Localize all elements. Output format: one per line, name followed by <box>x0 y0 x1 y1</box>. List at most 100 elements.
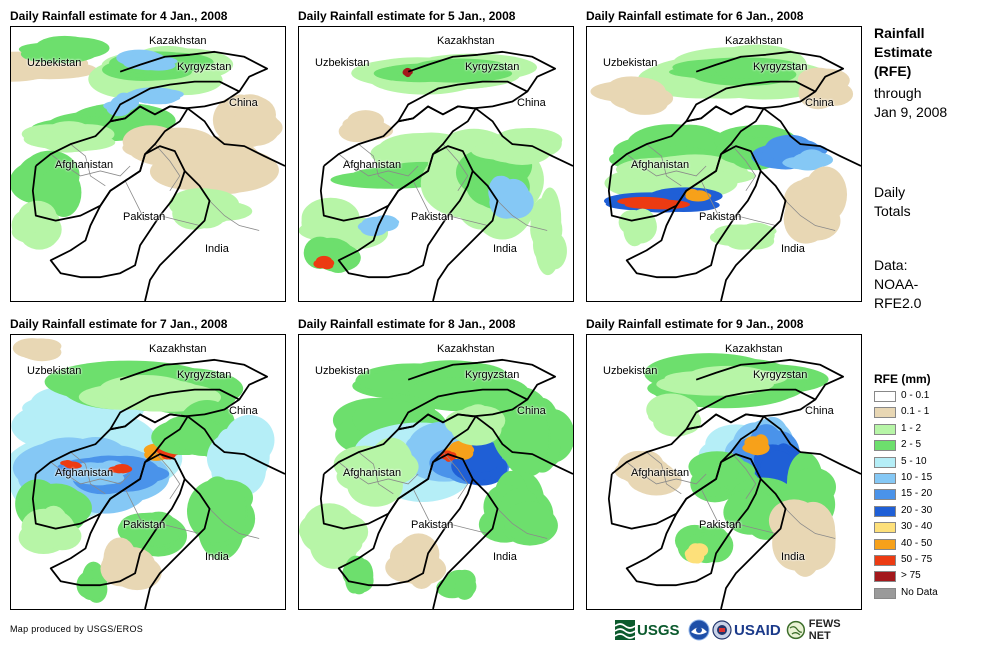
panel-title-jan8: Daily Rainfall estimate for 8 Jan., 2008 <box>298 317 516 331</box>
side-data-line: Data: <box>874 257 908 273</box>
country-label-kazakhstan: Kazakhstan <box>437 343 495 355</box>
country-label-afghanistan: Afghanistan <box>55 159 114 171</box>
country-label-kyrgyzstan: Kyrgyzstan <box>465 61 520 73</box>
legend-label: 0.1 - 1 <box>901 406 930 418</box>
usgs-logo-icon <box>615 620 635 640</box>
seal-icon <box>712 620 732 640</box>
legend-swatch <box>874 440 896 452</box>
legend-swatch <box>874 554 896 566</box>
legend-label: 2 - 5 <box>901 439 922 451</box>
rainfall-map-jan5: Kazakhstan Uzbekistan Kyrgyzstan China Afgha… <box>298 26 574 302</box>
country-label-china: China <box>805 97 834 109</box>
side-title-line: Estimate <box>874 44 933 60</box>
panel-title-jan5: Daily Rainfall estimate for 5 Jan., 2008 <box>298 9 516 23</box>
dos-seal <box>712 617 732 643</box>
side-title: Rainfall Estimate (RFE) <box>874 24 932 81</box>
rainfall-map-jan4: Kazakhstan Uzbekistan Kyrgyzstan China Afgha… <box>10 26 286 302</box>
country-label-kazakhstan: Kazakhstan <box>725 343 783 355</box>
rainfall-map-jan7: Kazakhstan Uzbekistan Kyrgyzstan China Afgha… <box>10 334 286 610</box>
rainfall-raster <box>11 338 285 609</box>
country-label-kazakhstan: Kazakhstan <box>149 35 207 47</box>
noaa-logo-icon <box>688 619 710 641</box>
side-subtitle-line: Jan 9, 2008 <box>874 104 948 120</box>
fews-globe-icon <box>786 620 806 640</box>
country-label-india: India <box>781 243 805 255</box>
rainfall-map-jan8: Kazakhstan Uzbekistan Kyrgyzstan China Afgha… <box>298 334 574 610</box>
country-label-india: India <box>205 243 229 255</box>
noaa-logo <box>688 617 710 643</box>
panel-title-jan7: Daily Rainfall estimate for 7 Jan., 2008 <box>10 317 228 331</box>
country-label-uzbekistan: Uzbekistan <box>27 57 82 69</box>
legend-label: 40 - 50 <box>901 537 933 549</box>
country-label-afghanistan: Afghanistan <box>343 159 402 171</box>
country-label-uzbekistan: Uzbekistan <box>27 365 82 377</box>
side-subtitle: through Jan 9, 2008 <box>874 84 947 122</box>
legend-title: RFE (mm) <box>874 372 931 386</box>
country-label-afghanistan: Afghanistan <box>631 159 690 171</box>
country-label-china: China <box>229 405 258 417</box>
country-label-india: India <box>205 551 229 563</box>
country-label-india: India <box>493 551 517 563</box>
country-label-kazakhstan: Kazakhstan <box>437 35 495 47</box>
country-label-afghanistan: Afghanistan <box>343 467 402 479</box>
agency-logos: USGS USAID FEWS NET <box>615 617 865 643</box>
country-label-china: China <box>517 97 546 109</box>
legend-swatch <box>874 538 896 550</box>
legend-label: 10 - 15 <box>901 471 933 483</box>
side-title-line: Rainfall <box>874 25 925 41</box>
country-label-india: India <box>493 243 517 255</box>
legend-swatch <box>874 522 896 534</box>
rainfall-raster <box>590 44 861 301</box>
panel-title-jan9: Daily Rainfall estimate for 9 Jan., 2008 <box>586 317 804 331</box>
legend-swatch <box>874 489 896 501</box>
rainfall-raster <box>299 358 573 609</box>
country-label-afghanistan: Afghanistan <box>55 467 114 479</box>
country-label-pakistan: Pakistan <box>123 519 166 531</box>
legend-swatch <box>874 423 896 435</box>
legend-swatch <box>874 456 896 468</box>
rainfall-map-jan6: Kazakhstan Uzbekistan Kyrgyzstan China Afgha… <box>586 26 862 302</box>
legend-swatch <box>874 505 896 517</box>
country-label-kyrgyzstan: Kyrgyzstan <box>465 369 520 381</box>
country-label-pakistan: Pakistan <box>699 519 742 531</box>
country-label-pakistan: Pakistan <box>411 211 454 223</box>
country-label-china: China <box>229 97 258 109</box>
country-label-kyrgyzstan: Kyrgyzstan <box>753 61 808 73</box>
side-data-line: NOAA- <box>874 276 919 292</box>
legend-label: 0 - 0.1 <box>901 390 930 401</box>
rainfall-raster <box>299 50 573 301</box>
legend-label: 15 - 20 <box>901 488 933 500</box>
country-label-india: India <box>781 551 805 563</box>
country-label-uzbekistan: Uzbekistan <box>315 365 370 377</box>
fews-logo: FEWS NET <box>786 617 865 643</box>
country-label-afghanistan: Afghanistan <box>631 467 690 479</box>
legend-label: > 75 <box>901 570 921 582</box>
rainfall-raster <box>11 35 285 301</box>
legend-swatch <box>874 587 896 599</box>
side-daily-totals: Daily Totals <box>874 183 944 221</box>
legend-label: 5 - 10 <box>901 455 927 467</box>
fews-text: FEWS NET <box>808 618 841 642</box>
country-label-uzbekistan: Uzbekistan <box>315 57 370 69</box>
country-label-pakistan: Pakistan <box>411 519 454 531</box>
country-label-china: China <box>805 405 834 417</box>
country-label-kazakhstan: Kazakhstan <box>149 343 207 355</box>
legend-swatch <box>874 391 896 402</box>
country-label-uzbekistan: Uzbekistan <box>603 365 658 377</box>
side-data-line: RFE2.0 <box>874 295 922 311</box>
country-label-pakistan: Pakistan <box>123 211 166 223</box>
country-label-kazakhstan: Kazakhstan <box>725 35 783 47</box>
rainfall-map-jan9: Kazakhstan Uzbekistan Kyrgyzstan China Afgha… <box>586 334 862 610</box>
side-daily-line: Totals <box>874 203 911 219</box>
legend-swatch <box>874 472 896 484</box>
legend-label: 30 - 40 <box>901 521 933 533</box>
side-data-source: Data: NOAA- RFE2.0 <box>874 256 944 313</box>
country-label-pakistan: Pakistan <box>699 211 742 223</box>
country-label-china: China <box>517 405 546 417</box>
country-label-kyrgyzstan: Kyrgyzstan <box>177 369 232 381</box>
legend-label: 20 - 30 <box>901 504 933 516</box>
rainfall-raster <box>607 353 861 609</box>
usgs-text: USGS <box>637 621 680 639</box>
country-label-uzbekistan: Uzbekistan <box>603 57 658 69</box>
usaid-text: USAID <box>734 621 781 639</box>
